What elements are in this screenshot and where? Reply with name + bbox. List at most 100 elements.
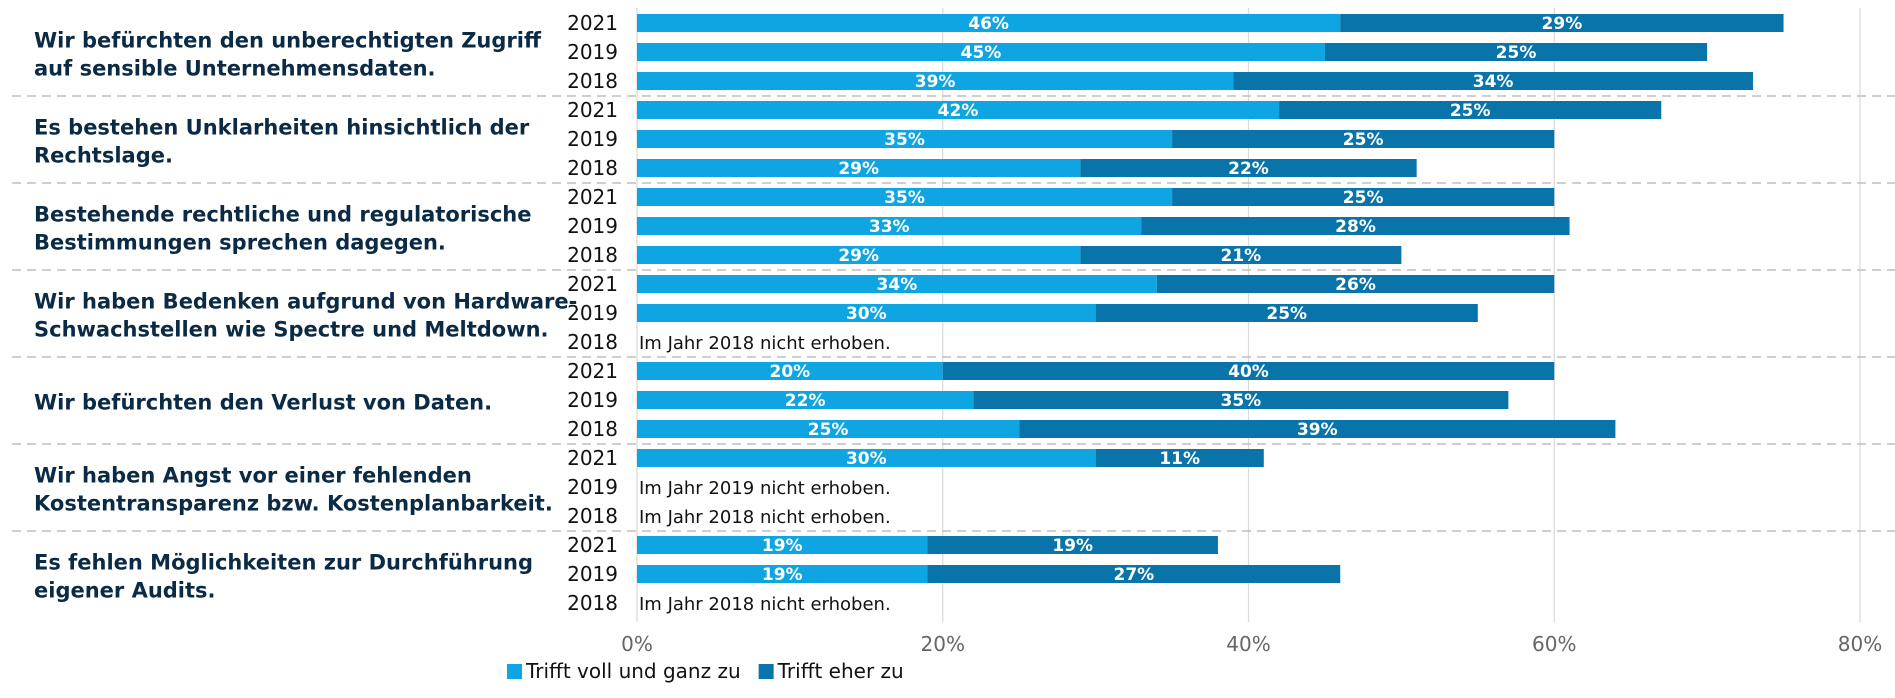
bar-segment [927, 565, 1341, 583]
bar-value-label: 34% [1473, 72, 1514, 92]
bar-value-label: 25% [1450, 101, 1491, 121]
bar-value-label: 34% [877, 275, 918, 295]
bar-segment [1324, 43, 1708, 61]
bar-segment [927, 536, 1218, 554]
bar-value-label: 22% [1228, 159, 1269, 179]
bar-segment [637, 420, 1020, 438]
bar-value-label: 26% [1335, 275, 1376, 295]
year-label: 2021 [567, 11, 618, 35]
bar-value-label: 35% [1221, 391, 1262, 411]
bar-segment [637, 246, 1081, 264]
year-label: 2019 [567, 475, 618, 499]
year-label: 2019 [567, 214, 618, 238]
bar-value-label: 42% [938, 101, 979, 121]
bar-value-label: 25% [1343, 130, 1384, 150]
not-surveyed-note: Im Jahr 2018 nicht erhoben. [639, 333, 891, 354]
bar-segment [637, 43, 1325, 61]
bar-segment [1340, 14, 1784, 32]
question-label: Es bestehen Unklarheiten hinsichtlich de… [34, 116, 530, 140]
bar-value-label: 46% [968, 14, 1009, 34]
bar-value-label: 30% [846, 304, 887, 324]
year-label: 2021 [567, 98, 618, 122]
question-label: Wir haben Angst vor einer fehlenden [34, 464, 472, 488]
legend-swatch [507, 664, 522, 679]
bar-value-label: 39% [915, 72, 956, 92]
bar-segment [637, 188, 1173, 206]
bar-segment [637, 130, 1173, 148]
bar-segment [637, 217, 1142, 235]
bar-segment [637, 449, 1096, 467]
bar-value-label: 19% [762, 565, 803, 585]
bar-segment [1279, 101, 1662, 119]
bar-value-label: 25% [1266, 304, 1307, 324]
bar-segment [637, 362, 943, 380]
question-label: Wir befürchten den Verlust von Daten. [34, 391, 492, 415]
year-label: 2019 [567, 388, 618, 412]
year-label: 2018 [567, 69, 618, 93]
question-label: Rechtslage. [34, 144, 173, 168]
bar-segment [637, 304, 1096, 322]
bar-value-label: 21% [1221, 246, 1262, 266]
x-tick-label: 20% [921, 632, 965, 656]
not-surveyed-note: Im Jahr 2019 nicht erhoben. [639, 478, 891, 499]
bar-value-label: 33% [869, 217, 910, 237]
question-label: eigener Audits. [34, 579, 216, 603]
bar-value-label: 29% [1542, 14, 1583, 34]
question-label: Bestehende rechtliche und regulatorische [34, 203, 532, 227]
legend-label: Trifft eher zu [777, 659, 904, 683]
legend-swatch [758, 664, 774, 679]
bar-value-label: 27% [1113, 565, 1154, 585]
year-label: 2021 [567, 533, 618, 557]
year-label: 2021 [567, 359, 618, 383]
bar-segment [637, 391, 974, 409]
bar-segment [1156, 275, 1555, 293]
year-label: 2021 [567, 185, 618, 209]
bar-segment [1095, 449, 1264, 467]
year-label: 2018 [567, 243, 618, 267]
bar-segment [637, 565, 928, 583]
bar-value-label: 11% [1159, 449, 1200, 469]
bar-segment [637, 14, 1341, 32]
bar-value-label: 39% [1297, 420, 1338, 440]
year-label: 2018 [567, 504, 618, 528]
bar-value-label: 25% [1496, 43, 1537, 63]
year-label: 2021 [567, 272, 618, 296]
year-label: 2018 [567, 156, 618, 180]
bar-value-label: 29% [838, 159, 879, 179]
bar-segment [1095, 304, 1478, 322]
bar-segment [942, 362, 1555, 380]
bar-value-label: 40% [1228, 362, 1269, 382]
bar-segment [1080, 246, 1402, 264]
question-label: auf sensible Unternehmensdaten. [34, 57, 436, 81]
not-surveyed-note: Im Jahr 2018 nicht erhoben. [639, 594, 891, 615]
bar-value-label: 19% [1052, 536, 1093, 556]
bar-segment [1172, 130, 1555, 148]
bar-segment [1141, 217, 1570, 235]
year-label: 2019 [567, 301, 618, 325]
x-tick-label: 80% [1838, 632, 1882, 656]
bar-segment [1019, 420, 1616, 438]
bar-value-label: 20% [770, 362, 811, 382]
bar-segment [637, 275, 1157, 293]
question-label: Wir haben Bedenken aufgrund von Hardware… [34, 290, 577, 314]
bar-value-label: 25% [1343, 188, 1384, 208]
year-label: 2019 [567, 127, 618, 151]
legend-label: Trifft voll und ganz zu [525, 659, 741, 683]
bar-value-label: 19% [762, 536, 803, 556]
bar-value-label: 45% [961, 43, 1002, 63]
bar-segment [1080, 159, 1417, 177]
bar-segment [1233, 72, 1753, 90]
bar-segment [637, 72, 1234, 90]
bar-segment [637, 536, 928, 554]
bar-value-label: 35% [884, 130, 925, 150]
bar-value-label: 35% [884, 188, 925, 208]
x-tick-label: 40% [1226, 632, 1270, 656]
bar-value-label: 29% [838, 246, 879, 266]
bar-segment [637, 159, 1081, 177]
question-label: Wir befürchten den unberechtigten Zugrif… [34, 29, 542, 53]
year-label: 2018 [567, 330, 618, 354]
question-label: Es fehlen Möglichkeiten zur Durchführung [34, 551, 533, 575]
bar-value-label: 25% [808, 420, 849, 440]
